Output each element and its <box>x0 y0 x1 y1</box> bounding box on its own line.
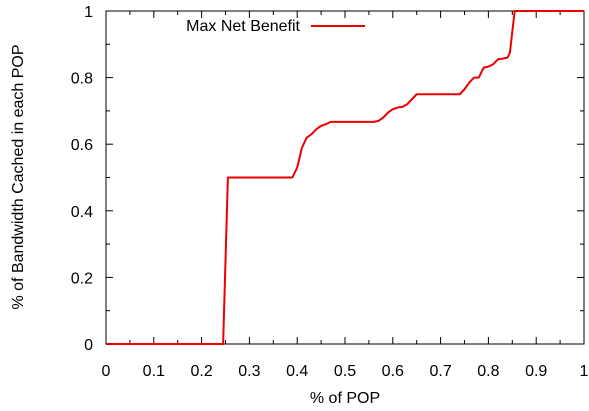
y-tick-label: 1 <box>84 4 93 21</box>
y-axis-label: % of Bandwidth Cached in each POP <box>10 44 27 309</box>
x-tick-label: 0.5 <box>334 363 356 380</box>
axis-ticks <box>105 10 585 345</box>
x-tick-label: 0.7 <box>429 363 451 380</box>
x-tick-label: 0.4 <box>286 363 308 380</box>
x-tick-label: 0 <box>102 363 111 380</box>
legend-entry-label: Max Net Benefit <box>186 18 300 35</box>
x-tick-label: 1 <box>580 363 589 380</box>
y-tick-label: 0.8 <box>71 71 93 88</box>
x-tick-label: 0.2 <box>190 363 212 380</box>
x-tick-label: 0.8 <box>477 363 499 380</box>
legend: Max Net Benefit <box>186 18 365 35</box>
y-tick-label: 0.6 <box>71 137 93 154</box>
axis-tick-labels: 0 0.1 0.2 0.3 0.4 0.5 0.6 0.7 0.8 0.9 1 0 0.2 0.4 0.6 0… <box>71 4 589 380</box>
y-tick-label: 0.4 <box>71 204 93 221</box>
series-line-max-net-benefit <box>106 10 584 345</box>
series-layer <box>106 10 584 345</box>
x-tick-label: 0.1 <box>143 363 165 380</box>
x-tick-label: 0.9 <box>525 363 547 380</box>
y-tick-label: 0.2 <box>71 270 93 287</box>
x-tick-label: 0.3 <box>238 363 260 380</box>
plot-frame <box>105 10 585 345</box>
x-tick-label: 0.6 <box>382 363 404 380</box>
x-axis-label: % of POP <box>310 390 380 407</box>
y-tick-label: 0 <box>84 337 93 354</box>
